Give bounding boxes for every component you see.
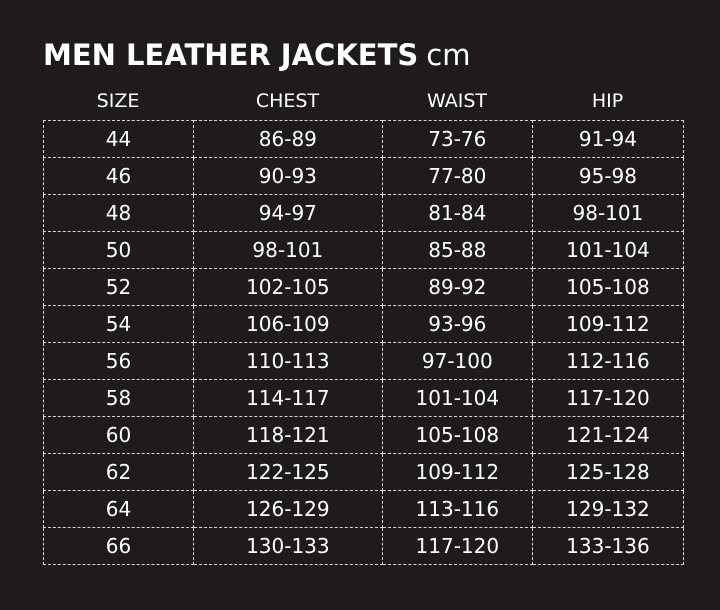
cell-hip: 133-136 (531, 527, 685, 565)
table-row: 66 130-133 117-120 133-136 (43, 527, 685, 565)
cell-hip: 125-128 (531, 453, 685, 491)
cell-waist: 101-104 (381, 379, 533, 417)
table-row: 46 90-93 77-80 95-98 (43, 157, 685, 195)
table-row: 64 126-129 113-116 129-132 (43, 490, 685, 528)
cell-size: 48 (43, 194, 194, 232)
cell-size: 66 (43, 527, 194, 565)
table-row: 50 98-101 85-88 101-104 (43, 231, 685, 269)
cell-waist: 73-76 (381, 120, 533, 158)
cell-size: 64 (43, 490, 194, 528)
cell-size: 60 (43, 416, 194, 454)
header-waist: WAIST (426, 90, 487, 112)
cell-hip: 101-104 (531, 231, 685, 269)
cell-waist: 89-92 (381, 268, 533, 306)
cell-waist: 105-108 (381, 416, 533, 454)
cell-chest: 110-113 (192, 342, 383, 380)
cell-hip: 109-112 (531, 305, 685, 343)
table-row: 60 118-121 105-108 121-124 (43, 416, 685, 454)
cell-chest: 126-129 (192, 490, 383, 528)
cell-chest: 114-117 (192, 379, 383, 417)
size-table: 44 86-89 73-76 91-94 46 90-93 77-80 95-98 48 94-9… (43, 120, 685, 565)
cell-waist: 109-112 (381, 453, 533, 491)
cell-size: 54 (43, 305, 194, 343)
table-row: 56 110-113 97-100 112-116 (43, 342, 685, 380)
cell-waist: 113-116 (381, 490, 533, 528)
table-row: 62 122-125 109-112 125-128 (43, 453, 685, 491)
cell-size: 56 (43, 342, 194, 380)
cell-waist: 93-96 (381, 305, 533, 343)
cell-hip: 105-108 (531, 268, 685, 306)
header-chest: CHEST (255, 90, 320, 112)
cell-size: 52 (43, 268, 194, 306)
cell-waist: 97-100 (381, 342, 533, 380)
cell-hip: 121-124 (531, 416, 685, 454)
cell-chest: 98-101 (192, 231, 383, 269)
cell-size: 44 (43, 120, 194, 158)
cell-chest: 118-121 (192, 416, 383, 454)
cell-chest: 106-109 (192, 305, 383, 343)
table-row: 58 114-117 101-104 117-120 (43, 379, 685, 417)
cell-hip: 91-94 (531, 120, 685, 158)
cell-chest: 94-97 (192, 194, 383, 232)
unit-label: cm (426, 38, 471, 72)
cell-chest: 86-89 (192, 120, 383, 158)
page-title: MEN LEATHER JACKETS cm (43, 38, 470, 72)
cell-size: 50 (43, 231, 194, 269)
cell-waist: 81-84 (381, 194, 533, 232)
cell-size: 46 (43, 157, 194, 195)
cell-chest: 130-133 (192, 527, 383, 565)
cell-hip: 129-132 (531, 490, 685, 528)
table-row: 54 106-109 93-96 109-112 (43, 305, 685, 343)
cell-chest: 102-105 (192, 268, 383, 306)
table-row: 44 86-89 73-76 91-94 (43, 120, 685, 158)
cell-hip: 95-98 (531, 157, 685, 195)
cell-hip: 112-116 (531, 342, 685, 380)
table-row: 48 94-97 81-84 98-101 (43, 194, 685, 232)
cell-size: 58 (43, 379, 194, 417)
header-hip: HIP (591, 90, 624, 112)
cell-waist: 85-88 (381, 231, 533, 269)
header-size: SIZE (96, 90, 140, 112)
cell-hip: 117-120 (531, 379, 685, 417)
cell-chest: 90-93 (192, 157, 383, 195)
cell-chest: 122-125 (192, 453, 383, 491)
table-row: 52 102-105 89-92 105-108 (43, 268, 685, 306)
cell-hip: 98-101 (531, 194, 685, 232)
cell-waist: 77-80 (381, 157, 533, 195)
table-header: SIZE CHEST WAIST HIP (43, 90, 683, 112)
title-text: MEN LEATHER JACKETS (43, 38, 419, 72)
cell-waist: 117-120 (381, 527, 533, 565)
cell-size: 62 (43, 453, 194, 491)
